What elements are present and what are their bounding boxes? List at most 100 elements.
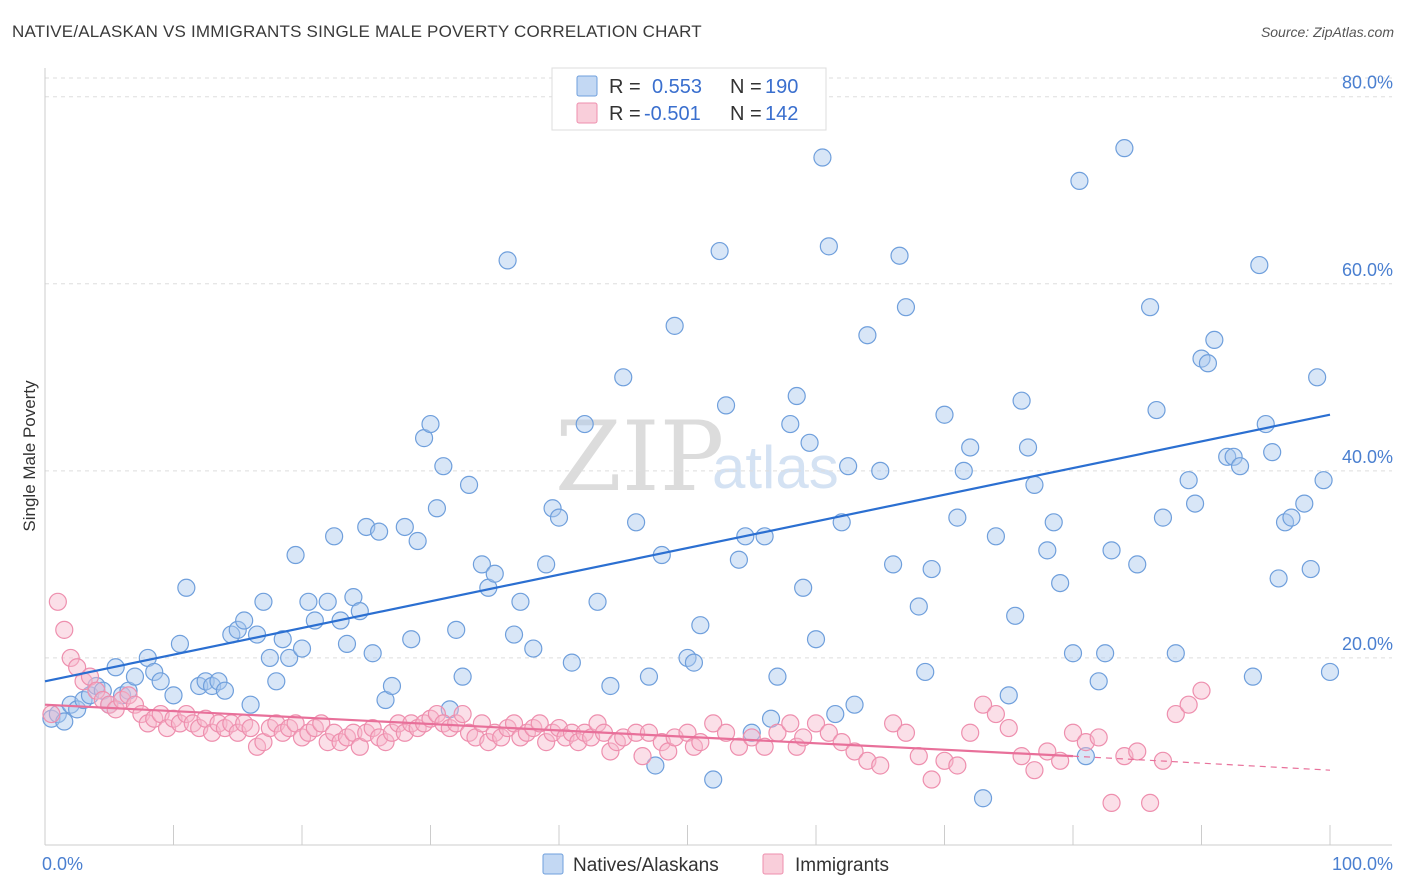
- natives-point: [1051, 573, 1070, 593]
- immigrants-point: [781, 714, 800, 733]
- immigrants-point: [1012, 747, 1031, 766]
- natives-point: [1166, 644, 1185, 663]
- natives-point: [421, 414, 440, 434]
- legend-natives-n-label: N =: [730, 76, 762, 98]
- natives-point: [1308, 368, 1327, 387]
- natives-point: [472, 555, 491, 574]
- natives-point: [254, 592, 273, 611]
- immigrants-point: [318, 733, 337, 752]
- natives-point: [922, 559, 941, 579]
- immigrants-point: [909, 747, 928, 766]
- natives-point: [1140, 298, 1160, 317]
- natives-points: [42, 139, 1340, 808]
- immigrants-point: [871, 756, 890, 775]
- immigrants-trend-extension: [1072, 755, 1331, 771]
- natives-point: [241, 695, 260, 714]
- natives-point: [215, 681, 234, 700]
- immigrants-point: [845, 742, 864, 761]
- natives-point: [125, 667, 145, 686]
- immigrants-point: [382, 723, 402, 742]
- natives-point: [1102, 541, 1121, 560]
- natives-point: [1070, 171, 1089, 190]
- watermark-atlas: atlas: [712, 434, 839, 501]
- natives-point: [890, 246, 909, 265]
- natives-point: [986, 527, 1006, 546]
- immigrants-point: [1025, 761, 1044, 780]
- natives-point: [1282, 508, 1301, 527]
- natives-point: [1115, 139, 1134, 158]
- immigrants-point: [704, 714, 723, 733]
- y-tick-label: 20.0%: [1342, 634, 1393, 654]
- natives-point: [459, 475, 479, 494]
- immigrants-point: [832, 733, 851, 752]
- immigrants-point: [601, 742, 620, 761]
- natives-point: [363, 644, 382, 663]
- natives-point: [395, 517, 414, 537]
- natives-point: [382, 676, 402, 696]
- immigrants-point: [562, 723, 581, 742]
- natives-point: [794, 578, 813, 597]
- natives-point: [896, 298, 916, 317]
- immigrants-point: [896, 723, 916, 742]
- immigrants-point: [948, 756, 967, 775]
- natives-point: [170, 634, 190, 653]
- immigrants-point: [61, 648, 80, 668]
- natives-point: [485, 564, 504, 583]
- immigrants-point: [716, 723, 736, 742]
- natives-point: [826, 704, 845, 724]
- natives-point: [588, 592, 607, 611]
- immigrants-trend-line: [44, 703, 1074, 758]
- legend-bottom-immigrants-swatch: [762, 853, 784, 875]
- legend-bottom: Natives/Alaskans Immigrants: [542, 853, 889, 876]
- trend-lines: [44, 413, 1331, 771]
- immigrants-point: [55, 620, 74, 639]
- legend-immigrants-n-label: N =: [730, 103, 762, 125]
- immigrants-point: [492, 728, 511, 747]
- natives-point: [292, 639, 312, 658]
- x-tick-labels: 0.0% 100.0%: [42, 854, 1393, 874]
- natives-point: [916, 662, 935, 682]
- grid: [45, 77, 1392, 659]
- immigrants-point: [87, 681, 106, 700]
- immigrants-point: [633, 747, 652, 766]
- immigrants-point: [177, 704, 196, 724]
- natives-point: [626, 513, 646, 532]
- immigrants-point: [537, 733, 556, 752]
- legend-immigrants-r-label: R =: [609, 103, 641, 125]
- natives-point: [562, 653, 581, 672]
- natives-point: [511, 592, 530, 611]
- legend-top: R = 0.553 N = 190 R = -0.501 N = 142: [551, 67, 827, 131]
- immigrants-point: [1140, 793, 1160, 813]
- natives-point: [1006, 606, 1025, 625]
- natives-point: [260, 648, 279, 668]
- natives-point: [434, 457, 453, 476]
- immigrants-point: [922, 770, 941, 789]
- natives-point: [337, 634, 357, 653]
- natives-point: [1205, 330, 1224, 350]
- y-axis-label: Single Male Poverty: [20, 380, 39, 532]
- natives-point: [575, 414, 594, 434]
- natives-point: [299, 592, 318, 611]
- natives-point: [209, 672, 228, 691]
- immigrants-point: [1128, 742, 1147, 761]
- y-tick-label: 60.0%: [1342, 260, 1393, 280]
- immigrants-point: [376, 733, 395, 752]
- legend-immigrants-n-value: 142: [765, 103, 798, 125]
- immigrants-point: [806, 714, 826, 733]
- natives-point: [537, 555, 556, 574]
- natives-point: [646, 756, 665, 775]
- natives-point: [832, 513, 851, 532]
- natives-point: [601, 676, 620, 696]
- natives-point: [325, 527, 344, 546]
- natives-point: [543, 499, 562, 518]
- natives-point: [164, 686, 183, 705]
- natives-point: [729, 550, 749, 569]
- natives-point: [665, 316, 684, 335]
- immigrants-point: [973, 695, 993, 714]
- natives-point: [1096, 644, 1115, 663]
- natives-point: [883, 555, 903, 574]
- natives-point: [1295, 494, 1314, 513]
- legend-bottom-immigrants-label: Immigrants: [795, 855, 889, 876]
- natives-point: [1230, 457, 1250, 476]
- immigrants-point: [1192, 681, 1211, 700]
